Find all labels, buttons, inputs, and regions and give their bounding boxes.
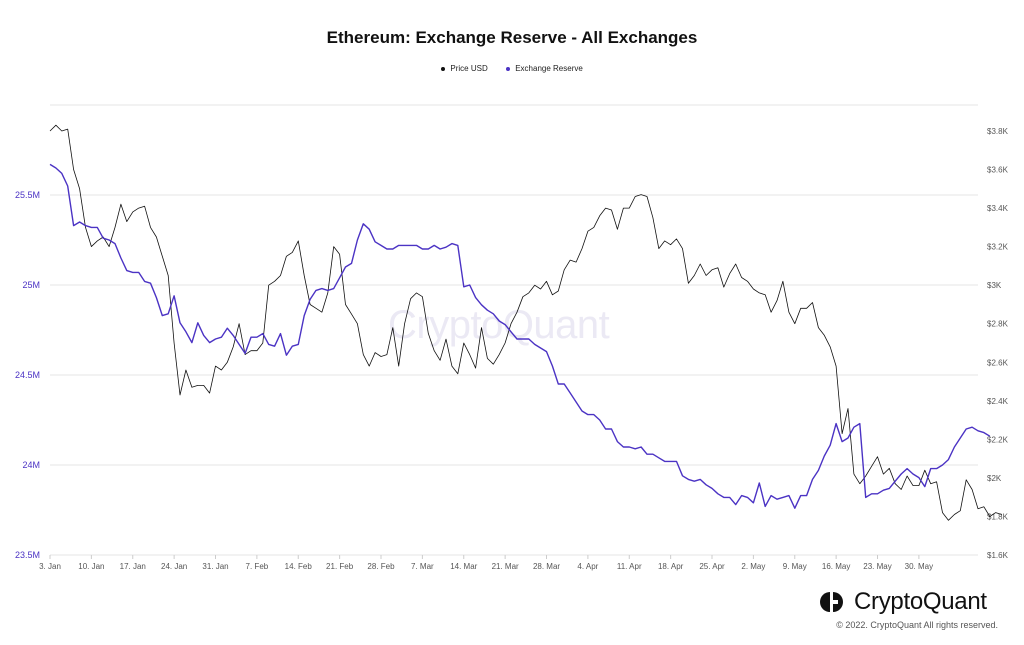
legend-label-reserve: Exchange Reserve xyxy=(515,64,583,73)
y-right-tick-label: $3.2K xyxy=(987,243,1009,252)
y-left-tick-label: 25M xyxy=(22,280,40,290)
y-right-tick-label: $1.6K xyxy=(987,551,1009,560)
legend-label-price: Price USD xyxy=(450,64,488,73)
y-right-tick-label: $3.8K xyxy=(987,127,1009,136)
y-left-tick-label: 24M xyxy=(22,460,40,470)
x-tick-label: 9. May xyxy=(783,562,807,571)
x-tick-label: 28. Mar xyxy=(533,562,560,571)
legend-dot-reserve-icon xyxy=(505,66,510,71)
y-right-tick-label: $2.4K xyxy=(987,397,1009,406)
x-tick-label: 14. Mar xyxy=(450,562,477,571)
x-tick-label: 28. Feb xyxy=(367,562,395,571)
y-right-tick-label: $3.6K xyxy=(987,166,1009,175)
x-tick-label: 18. Apr xyxy=(658,562,684,571)
y-right-tick-label: $3.4K xyxy=(987,204,1009,213)
legend-dot-price-icon xyxy=(441,66,446,71)
x-tick-label: 3. Jan xyxy=(39,562,61,571)
x-tick-label: 11. Apr xyxy=(617,562,642,571)
brand-logo[interactable]: CryptoQuant xyxy=(818,588,987,616)
legend: Price USD Exchange Reserve xyxy=(0,64,1024,73)
y-right-tick-label: $1.8K xyxy=(987,512,1009,521)
x-tick-label: 17. Jan xyxy=(120,562,146,571)
y-left-tick-label: 24.5M xyxy=(15,370,40,380)
x-tick-label: 23. May xyxy=(863,562,891,571)
brand-name: CryptoQuant xyxy=(854,588,987,615)
x-tick-label: 21. Mar xyxy=(492,562,519,571)
copyright-text: © 2022. CryptoQuant All rights reserved. xyxy=(836,620,998,630)
x-tick-label: 16. May xyxy=(822,562,850,571)
x-tick-label: 31. Jan xyxy=(202,562,228,571)
y-right-tick-label: $2.6K xyxy=(987,358,1009,367)
legend-item-reserve[interactable]: Exchange Reserve xyxy=(505,64,583,73)
legend-item-price[interactable]: Price USD xyxy=(441,64,488,73)
x-tick-label: 21. Feb xyxy=(326,562,354,571)
chart-title: Ethereum: Exchange Reserve - All Exchang… xyxy=(326,28,698,47)
y-left-tick-label: 23.5M xyxy=(15,550,40,560)
x-tick-label: 30. May xyxy=(905,562,933,571)
x-tick-label: 24. Jan xyxy=(161,562,187,571)
y-right-tick-label: $3K xyxy=(987,281,1002,290)
x-tick-label: 25. Apr xyxy=(699,562,725,571)
x-tick-label: 4. Apr xyxy=(577,562,598,571)
x-tick-label: 7. Feb xyxy=(246,562,269,571)
series-line-price-usd xyxy=(49,124,1002,521)
cryptoquant-logo-icon xyxy=(820,592,843,612)
x-tick-label: 10. Jan xyxy=(78,562,104,571)
x-tick-label: 7. Mar xyxy=(411,562,434,571)
x-tick-label: 2. May xyxy=(741,562,765,571)
y-right-tick-label: $2.2K xyxy=(987,435,1009,444)
y-right-tick-label: $2.8K xyxy=(987,320,1009,329)
x-tick-label: 14. Feb xyxy=(285,562,313,571)
y-left-tick-label: 25.5M xyxy=(15,190,40,200)
y-right-tick-label: $2K xyxy=(987,474,1002,483)
series-line-exchange-reserve xyxy=(49,163,991,509)
